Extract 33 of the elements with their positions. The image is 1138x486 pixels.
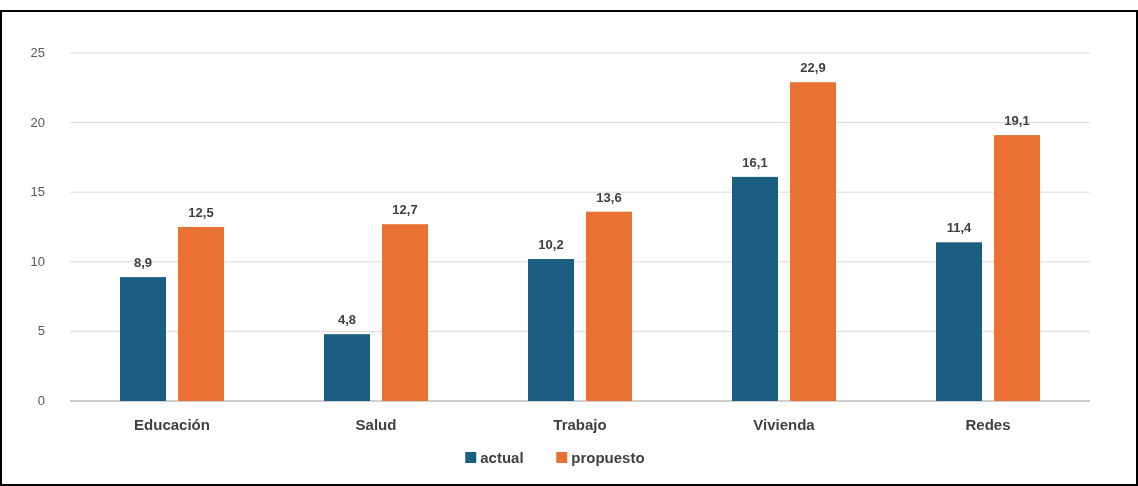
data-label: 8,9 (133, 255, 153, 271)
data-label: 12,7 (392, 202, 418, 218)
data-label: 16,1 (742, 154, 768, 170)
bar (178, 227, 224, 401)
bar (324, 334, 370, 401)
bar (382, 224, 428, 401)
data-label: 4,8 (337, 312, 357, 328)
y-tick-label: 25 (30, 45, 45, 60)
bar (586, 211, 632, 401)
bar (936, 242, 982, 401)
data-label: 11,4 (946, 220, 973, 236)
x-tick-label: Educación (134, 416, 210, 433)
bar (994, 135, 1040, 401)
data-label: 12,5 (188, 205, 214, 220)
legend-label: propuesto (571, 449, 645, 466)
y-tick-label: 15 (30, 184, 45, 200)
data-label: 22,9 (800, 60, 826, 76)
bar (732, 176, 778, 401)
legend-label: actual (480, 449, 524, 466)
data-label: 10,2 (538, 237, 564, 253)
y-tick-label: 10 (30, 253, 45, 269)
y-tick-label: 5 (37, 323, 45, 339)
y-tick-label: 20 (30, 114, 45, 130)
data-label: 19,1 (1004, 113, 1030, 129)
bar (528, 259, 574, 401)
bar (790, 82, 836, 401)
x-tick-label: Trabajo (553, 416, 607, 433)
data-label: 13,6 (596, 189, 622, 205)
y-tick-label: 0 (37, 393, 45, 408)
x-tick-label: Salud (355, 416, 397, 433)
bar (120, 277, 166, 401)
x-tick-label: Vivienda (753, 416, 816, 433)
x-tick-label: Redes (965, 416, 1011, 433)
